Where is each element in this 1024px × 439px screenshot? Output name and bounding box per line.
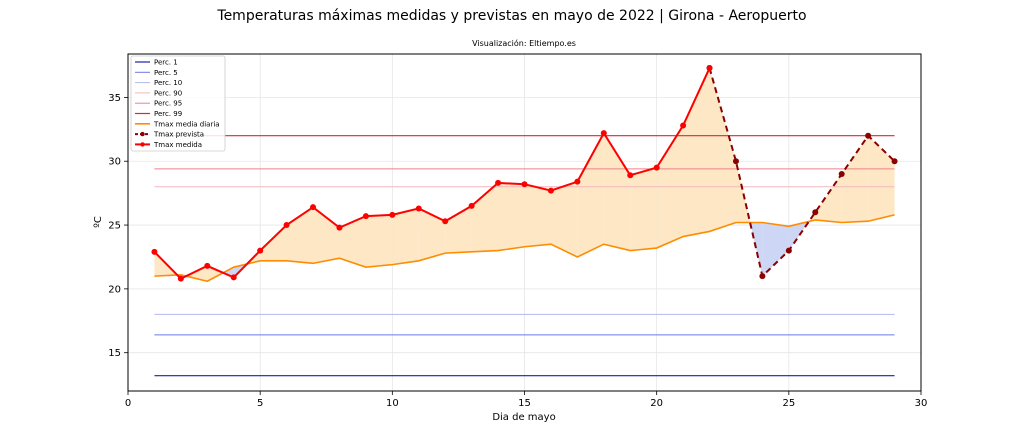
measured-point xyxy=(521,181,528,188)
y-tick-label: 20 xyxy=(108,284,121,295)
forecast-point xyxy=(732,158,739,165)
legend-label: Tmax prevista xyxy=(153,131,204,139)
legend-label: Perc. 10 xyxy=(154,79,182,87)
measured-point xyxy=(547,187,554,194)
measured-point xyxy=(283,222,290,229)
fill-segment xyxy=(603,133,631,251)
fill-segment xyxy=(577,133,604,257)
legend-label: Perc. 99 xyxy=(154,110,182,118)
fill-segment xyxy=(683,68,710,237)
legend-label: Perc. 1 xyxy=(154,59,178,67)
measured-point xyxy=(177,275,184,282)
forecast-point xyxy=(838,170,845,177)
measured-point xyxy=(442,218,449,225)
fill-segment xyxy=(550,181,578,257)
measured-point xyxy=(468,202,475,209)
measured-point xyxy=(151,248,158,255)
legend-label: Tmax media diaria xyxy=(153,120,220,128)
measured-point xyxy=(230,274,237,281)
measured-point xyxy=(574,178,581,185)
chart-subtitle: Visualización: Eltiempo.es xyxy=(472,38,576,48)
measured-point xyxy=(680,122,687,129)
y-tick-label: 30 xyxy=(108,157,121,168)
fill-segment xyxy=(815,173,842,223)
measured-point xyxy=(389,211,396,218)
fill-segment xyxy=(498,182,525,251)
fill-segment xyxy=(750,222,763,277)
x-tick-label: 15 xyxy=(518,398,531,409)
legend: Perc. 1 Perc. 5 Perc. 10 Perc. 90 Perc. 95 Pe… xyxy=(130,55,226,152)
measured-series-line xyxy=(153,67,711,280)
measured-point xyxy=(336,224,343,231)
x-tick-label: 5 xyxy=(257,398,263,409)
legend-label: Perc. 95 xyxy=(154,100,182,108)
forecast-point xyxy=(812,209,819,216)
fill-segment xyxy=(709,68,736,232)
series-lines xyxy=(151,65,898,283)
measured-point xyxy=(653,164,660,171)
x-tick-label: 25 xyxy=(782,398,795,409)
fill-segment xyxy=(365,214,393,268)
fill-segment xyxy=(392,208,419,265)
x-tick-label: 20 xyxy=(650,398,663,409)
forecast-point xyxy=(891,158,898,165)
fill-segment xyxy=(418,208,446,261)
legend-marker xyxy=(140,131,145,137)
measured-point xyxy=(495,179,502,186)
x-tick-label: 10 xyxy=(386,398,399,409)
fill-segment xyxy=(260,225,287,261)
legend-label: Tmax medida xyxy=(153,141,202,149)
legend-box xyxy=(130,55,226,152)
x-tick-label: 0 xyxy=(125,398,131,409)
fill-segment xyxy=(207,265,224,282)
fill-segment xyxy=(630,167,657,251)
legend-label: Perc. 90 xyxy=(154,89,182,97)
measured-point xyxy=(627,172,634,179)
fill-segment xyxy=(841,135,869,223)
measured-point xyxy=(706,65,713,72)
measured-point xyxy=(204,262,211,269)
mean-series-line xyxy=(154,214,895,283)
fill-segment xyxy=(868,135,895,222)
y-tick-label: 35 xyxy=(108,93,121,104)
legend-marker xyxy=(140,142,145,147)
measured-point xyxy=(600,130,607,137)
fill-segment xyxy=(524,184,551,247)
measured-point xyxy=(310,204,317,211)
forecast-point xyxy=(865,132,872,139)
measured-point xyxy=(362,213,369,220)
fill-segment xyxy=(339,216,366,268)
forecast-point xyxy=(759,273,766,280)
y-tick-label: 15 xyxy=(108,348,121,359)
measured-point xyxy=(257,247,264,254)
x-tick-label: 30 xyxy=(915,398,928,409)
axis-ticks: 0 5 10 15 20 25 30 15 20 25 30 35 xyxy=(108,93,927,409)
y-tick-label: 25 xyxy=(108,221,121,232)
forecast-series-line xyxy=(708,67,896,279)
legend-label: Perc. 5 xyxy=(154,69,178,77)
y-axis-label: ºC xyxy=(93,216,104,228)
fill-segment xyxy=(762,222,789,277)
fill-segment xyxy=(223,267,234,278)
fill-segment xyxy=(471,182,499,252)
chart-title: Temperaturas máximas medidas y previstas… xyxy=(216,8,806,24)
x-axis-label: Dia de mayo xyxy=(492,412,555,423)
fill-segment xyxy=(313,207,340,264)
measured-point xyxy=(415,205,422,212)
forecast-point xyxy=(785,247,792,254)
